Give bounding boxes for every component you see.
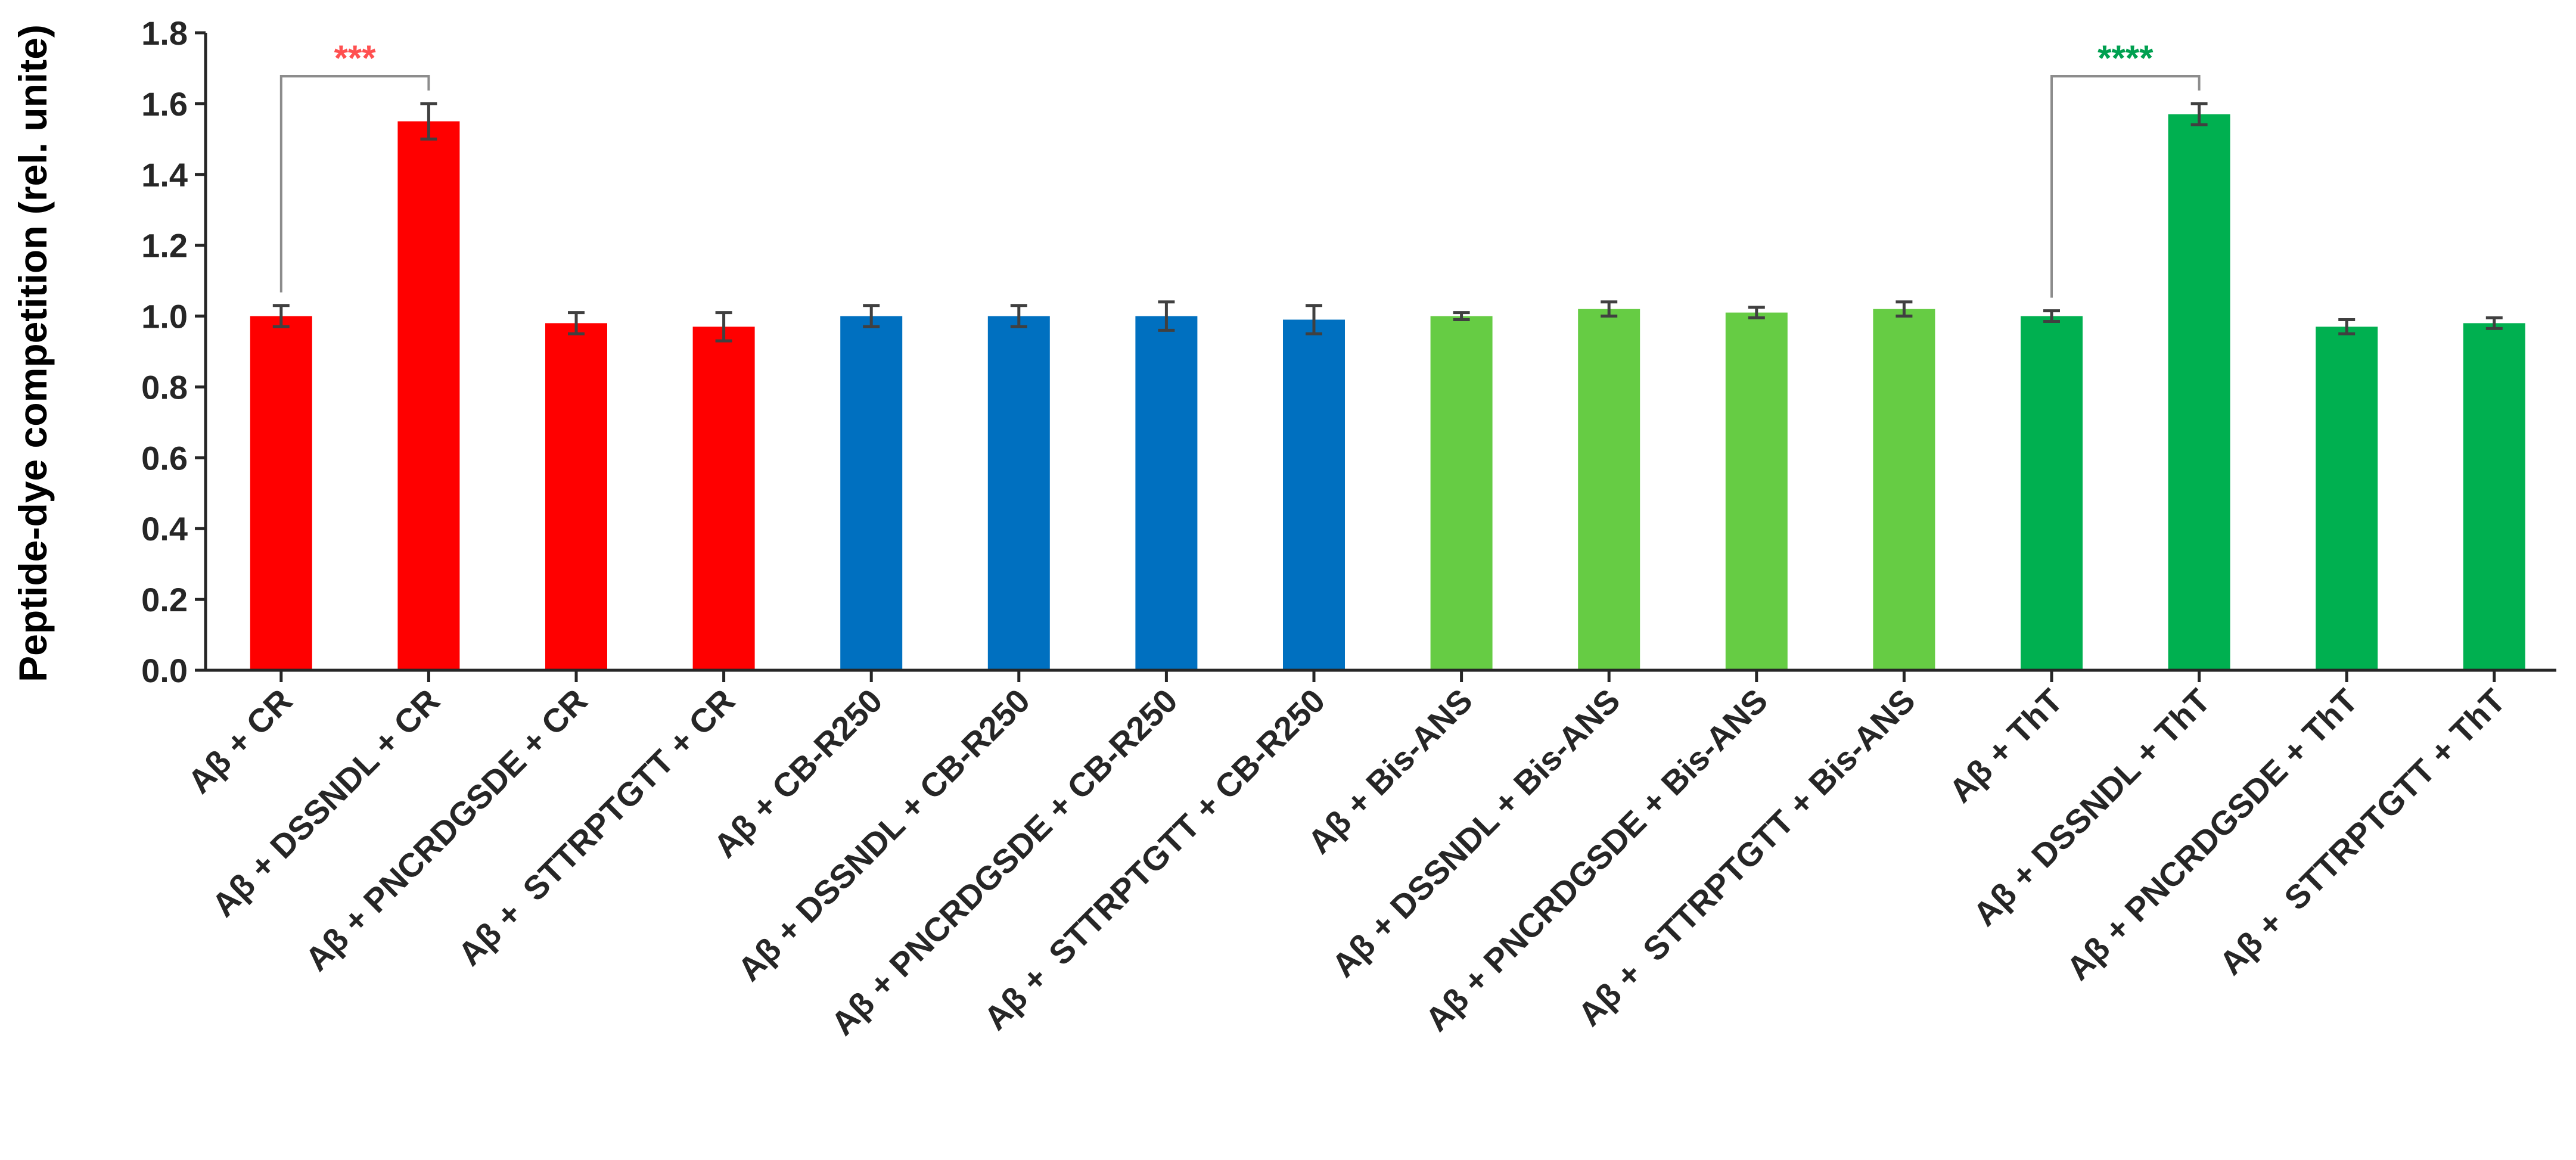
x-tick-label: Aβ + PNCRDGSDE + CR: [298, 682, 595, 978]
bar: [2168, 114, 2230, 670]
x-tick-label: Aβ + STTRPTGTT + ThT: [2212, 682, 2512, 982]
y-tick-label: 0.4: [141, 510, 188, 548]
y-tick-label: 0.2: [141, 581, 188, 618]
bar: [545, 323, 607, 670]
bar: [840, 316, 903, 670]
y-axis-title: Peptide-dye competition (rel. unite): [11, 24, 55, 682]
y-tick-label: 1.0: [141, 298, 188, 335]
error-bars-group: [272, 102, 2503, 343]
x-tick-label: Aβ + DSSNDL + ThT: [1966, 682, 2217, 933]
x-tick-label: Aβ + ThT: [1941, 682, 2069, 810]
x-tick-label: Aβ + PNCRDGSDE + ThT: [2059, 682, 2365, 987]
axes-group: [195, 31, 2556, 682]
bar: [1873, 309, 1935, 670]
bar: [1283, 319, 1345, 670]
significance-label: ***: [334, 38, 377, 78]
x-tick-label: Aβ + DSSNDL + CB-R250: [731, 682, 1037, 988]
bar: [1430, 316, 1493, 670]
y-tick-label: 0.8: [141, 368, 188, 406]
significance-label: ****: [2098, 38, 2154, 78]
significance-bracket: [279, 75, 430, 293]
y-tick-label: 1.8: [141, 14, 188, 52]
y-tick-label: 1.6: [141, 85, 188, 123]
x-tick-label: Aβ + DSSNDL + Bis-ANS: [1325, 682, 1627, 984]
bar: [1578, 309, 1640, 670]
significance-bracket: [2050, 75, 2201, 298]
bars-group: [250, 114, 2525, 671]
bar: [987, 316, 1050, 670]
y-tick-label: 1.4: [141, 156, 188, 194]
bar: [1725, 312, 1788, 670]
y-tick-label: 1.2: [141, 227, 188, 265]
bar: [250, 316, 312, 670]
significance-group: *** ****: [279, 38, 2201, 298]
x-tick-label: Aβ + STTRPTGTT + CR: [450, 682, 742, 973]
bar: [2021, 316, 2083, 670]
bar: [2316, 326, 2378, 670]
bar: [397, 121, 460, 671]
bar: [692, 326, 755, 670]
y-tick-label: 0.6: [141, 439, 188, 477]
bar: [2463, 323, 2525, 670]
bar: [1135, 316, 1198, 670]
x-tick-label: Aβ + CR: [181, 682, 300, 801]
y-tick-label: 0.0: [141, 652, 188, 689]
